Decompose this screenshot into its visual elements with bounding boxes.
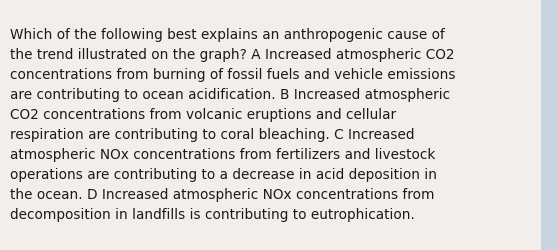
Text: operations are contributing to a decrease in acid deposition in: operations are contributing to a decreas… [10, 167, 437, 181]
Text: Which of the following best explains an anthropogenic cause of: Which of the following best explains an … [10, 28, 445, 42]
Bar [541, 0, 558, 250]
Text: atmospheric NOx concentrations from fertilizers and livestock: atmospheric NOx concentrations from fert… [10, 148, 435, 161]
Text: the ocean. D Increased atmospheric NOx concentrations from: the ocean. D Increased atmospheric NOx c… [10, 187, 435, 201]
Text: the trend illustrated on the graph? A Increased atmospheric CO2: the trend illustrated on the graph? A In… [10, 48, 455, 62]
Text: respiration are contributing to coral bleaching. C Increased: respiration are contributing to coral bl… [10, 128, 415, 141]
Text: concentrations from burning of fossil fuels and vehicle emissions: concentrations from burning of fossil fu… [10, 68, 455, 82]
Text: are contributing to ocean acidification. B Increased atmospheric: are contributing to ocean acidification.… [10, 88, 450, 102]
Text: decomposition in landfills is contributing to eutrophication.: decomposition in landfills is contributi… [10, 207, 415, 221]
Text: CO2 concentrations from volcanic eruptions and cellular: CO2 concentrations from volcanic eruptio… [10, 108, 396, 122]
